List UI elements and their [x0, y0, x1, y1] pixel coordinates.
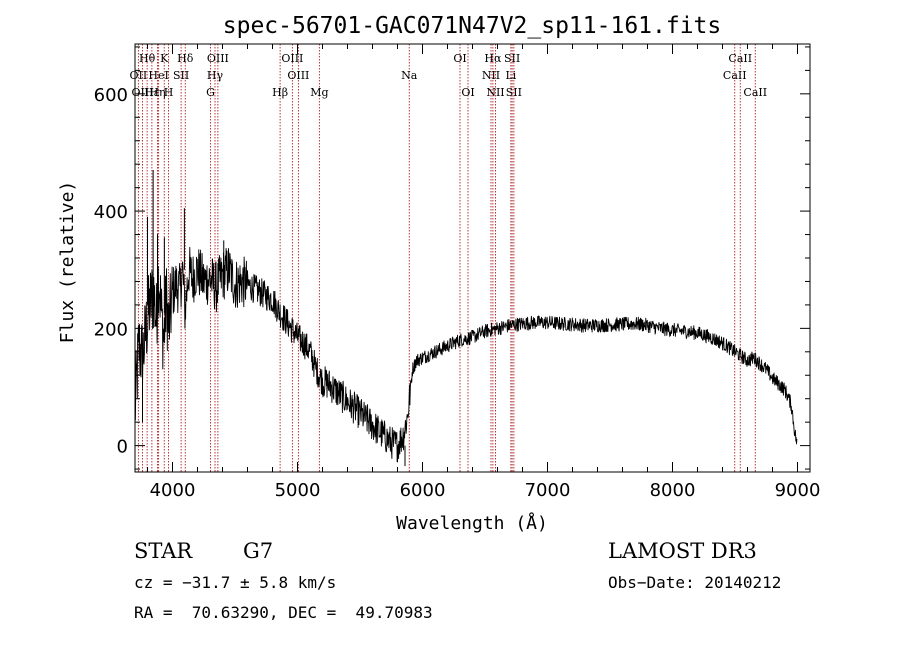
y-axis-label: Flux (relative)	[57, 181, 78, 344]
flux-line	[134, 246, 798, 463]
x-axis-label: Wavelength (Å)	[396, 512, 548, 534]
line-label-6: Hη	[149, 86, 165, 99]
line-label-1: Hθ	[139, 52, 156, 65]
x-tick-label-5: 9000	[775, 480, 821, 501]
y-tick-label-0: 0	[117, 437, 128, 458]
line-label-3: Hε	[144, 86, 160, 99]
line-label-24: Li	[505, 69, 516, 82]
line-label-28: CaII	[743, 86, 767, 99]
line-label-23: SII	[504, 52, 520, 65]
line-label-19: OI	[461, 86, 474, 99]
line-label-15: Hβ	[272, 86, 288, 99]
coordinates: RA = 70.63290, DEC = 49.70983	[134, 603, 433, 622]
y-tick-label-3: 600	[94, 85, 128, 106]
line-label-2: OIII	[131, 86, 153, 99]
line-label-8: SII	[173, 69, 189, 82]
line-label-14: OIII	[287, 69, 309, 82]
x-tick-label-3: 7000	[525, 480, 571, 501]
line-label-17: Na	[401, 69, 418, 82]
line-label-0: OII	[130, 69, 148, 82]
emission-line-markers	[137, 44, 756, 472]
chart-title: spec-56701-GAC071N47V2_sp11-161.fits	[223, 13, 722, 39]
object-class: STAR	[134, 539, 193, 563]
survey-name: LAMOST DR3	[608, 539, 757, 563]
line-label-18: OI	[453, 52, 466, 65]
line-label-26: CaII	[728, 52, 752, 65]
line-label-9: Hδ	[177, 52, 194, 65]
x-tick-label-0: 4000	[150, 480, 196, 501]
line-label-13: OIII	[281, 52, 303, 65]
line-label-10: OIII	[207, 52, 229, 65]
line-label-21: NII	[482, 69, 500, 82]
line-label-25: SII	[506, 86, 522, 99]
line-label-7: H	[164, 86, 174, 99]
line-label-12: G	[206, 86, 215, 99]
plot-frame	[134, 43, 811, 473]
y-tick-label-1: 200	[94, 319, 128, 340]
flux-series	[134, 170, 798, 467]
line-label-16: Mg	[310, 86, 328, 99]
observation-date: Obs−Date: 20140212	[608, 573, 782, 592]
axis-ticks: 4000 5000 6000 7000 8000 9000 0 200 400 600	[94, 44, 821, 501]
line-label-4: HeI	[148, 69, 168, 82]
line-label-22: NII	[486, 86, 504, 99]
redshift-velocity: cz = −31.7 ± 5.8 km/s	[134, 573, 337, 592]
line-label-5: K	[160, 52, 169, 65]
line-label-20: Hα	[484, 52, 502, 65]
y-tick-label-2: 400	[94, 202, 128, 223]
object-subclass: G7	[243, 539, 274, 563]
x-tick-label-1: 5000	[275, 480, 321, 501]
x-tick-label-4: 8000	[650, 480, 696, 501]
line-label-27: CaII	[723, 69, 747, 82]
x-tick-label-2: 6000	[400, 480, 446, 501]
line-label-11: Hγ	[207, 69, 224, 82]
